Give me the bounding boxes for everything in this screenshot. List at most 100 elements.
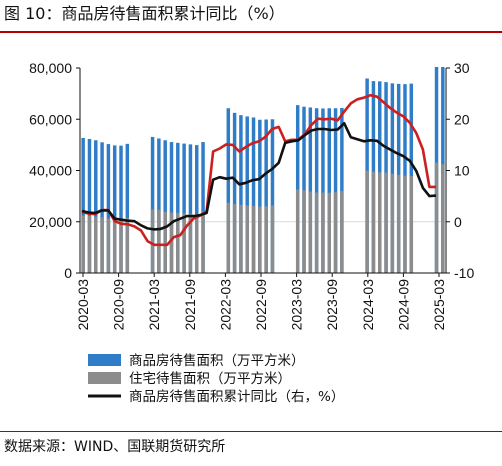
bar-stock-residential	[314, 192, 319, 273]
x-tick-label: 2022-09	[253, 279, 269, 331]
bar-stock-total	[94, 140, 98, 273]
bar-stock-total	[100, 142, 104, 273]
bar-stock-total	[112, 145, 117, 273]
x-tick-label: 2023-03	[289, 279, 305, 331]
bar-stock-residential	[403, 175, 407, 273]
bar-stock-residential	[396, 174, 401, 273]
line-yoy-secondary	[81, 93, 436, 247]
bar-stock-residential	[264, 206, 268, 273]
x-tick-label: 2025-03	[431, 279, 447, 331]
bar-stock-residential	[251, 205, 256, 273]
right-tick-label: 10	[454, 163, 470, 179]
top-rule	[0, 31, 502, 33]
bar-stock-total	[264, 119, 268, 273]
right-tick-label: 0	[454, 214, 462, 230]
bar-stock-total	[340, 107, 344, 273]
bottom-rule	[0, 431, 502, 432]
bar-stock-residential	[302, 190, 306, 273]
legend-stock-residential-swatch	[88, 372, 121, 384]
legend-stock-total-swatch	[88, 354, 121, 366]
left-tick-label: 20,000	[29, 214, 72, 230]
bar-stock-total	[106, 144, 111, 273]
bar-stock-total	[270, 119, 275, 273]
x-tick-label: 2023-09	[324, 279, 340, 331]
bar-stock-residential	[87, 215, 92, 273]
bar-stock-total	[327, 108, 331, 273]
x-tick-label: 2021-09	[182, 279, 198, 331]
left-tick-label: 60,000	[29, 111, 72, 127]
right-axis-ticks: -10 0 10 20 30	[446, 60, 474, 281]
bar-stock-residential	[434, 162, 439, 273]
bar-stock-residential	[340, 191, 344, 273]
left-tick-label: 40,000	[29, 163, 72, 179]
line-yoy-main	[81, 122, 437, 231]
bar-stock-total	[258, 119, 262, 273]
right-tick-label: 20	[454, 111, 470, 127]
bar-stock-residential	[182, 213, 186, 273]
bar-stock-residential	[258, 206, 262, 273]
bar-stock-residential	[384, 172, 388, 273]
left-tick-label: 0	[64, 265, 72, 281]
bar-stock-total	[232, 112, 237, 273]
legend-stock-total-label: 商品房待售面积（万平方米）	[129, 353, 305, 369]
bar-stock-residential	[245, 205, 249, 273]
bar-stock-total	[333, 108, 338, 273]
bar-stock-total	[201, 142, 205, 273]
bars-stock-total	[81, 66, 445, 274]
bar-stock-residential	[232, 204, 237, 273]
bar-stock-residential	[176, 212, 180, 273]
bar-stock-residential	[119, 218, 123, 273]
bar-stock-total	[245, 116, 249, 274]
bar-stock-total	[119, 145, 123, 273]
bar-stock-residential	[409, 175, 414, 273]
bar-stock-residential	[100, 217, 104, 273]
bar-stock-total	[314, 108, 319, 273]
bar-stock-total	[321, 108, 325, 273]
bar-stock-total	[251, 117, 256, 273]
bar-stock-total	[302, 106, 306, 273]
bar-stock-total	[157, 138, 161, 273]
bar-stock-total	[182, 143, 186, 273]
bar-stock-total	[125, 143, 130, 273]
lines	[81, 93, 437, 247]
bar-stock-residential	[333, 192, 338, 273]
bar-stock-total	[188, 144, 193, 273]
bar-stock-total	[226, 108, 231, 273]
bar-stock-total	[295, 105, 300, 273]
x-tick-label: 2024-03	[360, 279, 376, 331]
bar-stock-total	[150, 136, 155, 273]
x-tick-label: 2021-03	[146, 279, 162, 331]
bar-stock-residential	[169, 212, 174, 273]
bar-stock-residential	[371, 171, 376, 273]
left-axis-ticks: 0 20,000 40,000 60,000 80,000	[29, 60, 80, 281]
bar-stock-residential	[201, 211, 205, 273]
bar-stock-residential	[81, 215, 85, 273]
source-note: 数据来源：WIND、国联期货研究所	[4, 439, 226, 455]
bar-stock-residential	[239, 204, 243, 273]
left-tick-label: 80,000	[29, 60, 72, 76]
bar-stock-residential	[112, 218, 117, 273]
legend: 商品房待售面积（万平方米） 住宅待售面积（万平方米） 商品房待售面积累计同比（右，%…	[88, 353, 344, 405]
bar-stock-total	[239, 115, 243, 274]
bar-stock-total	[176, 142, 180, 273]
right-tick-label: -10	[454, 265, 474, 281]
bar-stock-residential	[188, 213, 193, 273]
bar-stock-total	[195, 145, 199, 273]
bar-stock-residential	[94, 216, 98, 273]
bar-stock-total	[308, 107, 313, 274]
legend-yoy-main-label: 商品房待售面积累计同比（右，%）	[129, 389, 344, 405]
bar-stock-residential	[125, 217, 130, 273]
bars-stock-residential	[81, 162, 445, 273]
x-tick-label: 2020-03	[75, 279, 91, 331]
bar-stock-residential	[226, 202, 231, 273]
bar-stock-residential	[106, 218, 111, 273]
chart-title: 图 10：商品房待售面积累计同比（%）	[4, 4, 285, 23]
bar-stock-total	[87, 138, 92, 273]
bar-stock-residential	[295, 189, 300, 273]
bar-stock-residential	[390, 173, 395, 273]
x-tick-label: 2024-09	[395, 279, 411, 331]
bar-stock-total	[169, 142, 174, 273]
bar-stock-residential	[163, 211, 167, 273]
x-axis-ticks: 2020-03 2020-09 2021-03 2021-09 2022-03 2022-…	[75, 273, 447, 330]
bar-stock-residential	[308, 191, 313, 273]
